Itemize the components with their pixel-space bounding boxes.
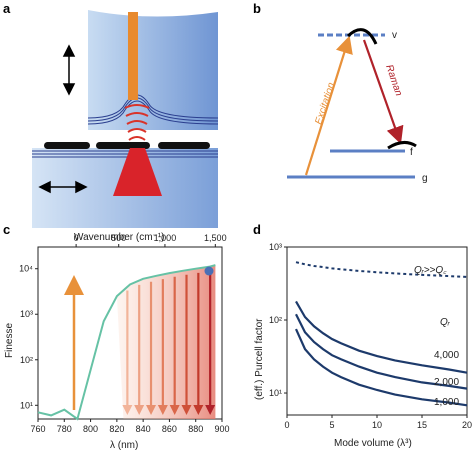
- slab-mirror-lines: [32, 150, 218, 158]
- chart-c-top-ticks: 0 500 1,000 1,500: [74, 233, 227, 247]
- chart-c-x-ticks: 760 780 800 820 840 860 880 900: [30, 419, 230, 434]
- chart-c-marker: [204, 266, 214, 276]
- panel-letter-b: b: [253, 1, 261, 16]
- x-tick-label: 15: [417, 420, 427, 430]
- chart-c-shaded-region: [116, 265, 216, 419]
- raman-arrow-head: [146, 405, 157, 415]
- curve-label-4000: 4,000: [434, 350, 459, 361]
- chart-d-y-ticks: 10¹ 10² 10³: [269, 242, 287, 398]
- vertical-translation-arrow-icon: [62, 44, 76, 96]
- raman-arrow-head: [122, 405, 133, 415]
- raman-arrow-head: [157, 405, 168, 415]
- material-flakes: [44, 142, 210, 149]
- x-tick-label: 860: [162, 424, 177, 434]
- panel-letter-a: a: [3, 1, 11, 16]
- panel-letter-d: d: [253, 222, 261, 237]
- x-tick-label: 10: [372, 420, 382, 430]
- panel-c: c Wavenumber (cm⁻¹) 0 500 1,000 1,500 760 78…: [3, 222, 230, 451]
- panel-d: d 0 5 10 15 20 10¹ 10² 10³ Mode volume (λ³) (e…: [253, 222, 472, 449]
- x-tick-label: 880: [188, 424, 203, 434]
- x-tick-label: 840: [136, 424, 151, 434]
- cavity-mode-pattern: [124, 104, 150, 141]
- chart-d-x-label: Mode volume (λ³): [334, 438, 412, 449]
- curve-q-2000: [295, 313, 468, 390]
- raman-arrow-head: [169, 405, 180, 415]
- x-tick-label: 820: [109, 424, 124, 434]
- curve-label-2000: 2,000: [434, 377, 459, 388]
- top-tick-label: 1,500: [204, 233, 227, 243]
- y-tick-label: 10¹: [269, 388, 282, 398]
- curve-q-4000: [295, 300, 468, 374]
- finesse-curve: [37, 264, 216, 421]
- fiber-mirror-coating: [87, 94, 219, 125]
- y-tick-label: 10¹: [20, 400, 33, 410]
- chart-d-q-label: Qᵣ: [440, 317, 451, 328]
- virtual-mirror-arc: [346, 28, 378, 45]
- x-tick-label: 780: [57, 424, 72, 434]
- panel-a: a: [3, 1, 219, 228]
- x-tick-label: 5: [329, 420, 334, 430]
- horizontal-translation-arrow-icon: [38, 180, 88, 194]
- raman-arrow-head: [134, 405, 145, 415]
- fiber-core: [128, 12, 138, 100]
- chart-d-curves: [294, 261, 468, 407]
- chart-c-top-axis-label: Wavenumber (cm⁻¹): [74, 232, 164, 243]
- fiber-block: [88, 10, 218, 130]
- final-mirror-arc: [387, 141, 417, 150]
- level-g-label: g: [422, 173, 428, 184]
- x-tick-label: 760: [30, 424, 45, 434]
- level-v-label: v: [392, 30, 397, 41]
- curve-label-1000: 1,000: [434, 397, 459, 408]
- chart-c-y-ticks: 10¹ 10² 10³ 10⁴: [19, 264, 38, 410]
- chart-d-x-ticks: 0 5 10 15 20: [284, 415, 472, 430]
- y-tick-label: 10²: [20, 355, 33, 365]
- laser-beam: [113, 148, 162, 196]
- x-tick-label: 20: [462, 420, 472, 430]
- curve-q-limit: [295, 261, 468, 278]
- raman-label: Raman: [383, 63, 404, 97]
- chart-c-raman-arrows: [122, 271, 216, 415]
- y-tick-label: 10⁴: [19, 264, 33, 274]
- level-f-label: f: [410, 147, 413, 158]
- chart-d-y-label: (eff.) Purcell factor: [254, 318, 265, 400]
- top-tick-label: 1,000: [154, 233, 177, 243]
- excitation-label: Excitation: [313, 81, 337, 126]
- top-tick-label: 500: [111, 233, 126, 243]
- raman-arrow-head: [181, 405, 192, 415]
- raman-arrow: [362, 39, 404, 145]
- raman-arrow-head: [193, 405, 204, 415]
- y-tick-label: 10²: [269, 315, 282, 325]
- x-tick-label: 900: [214, 424, 229, 434]
- excitation-arrow: [304, 35, 353, 176]
- y-tick-label: 10³: [269, 242, 282, 252]
- curve-q-1000: [294, 328, 468, 407]
- top-tick-label: 0: [74, 233, 79, 243]
- panel-letter-c: c: [3, 222, 10, 237]
- chart-d-annotation: Qᵣ>>Q꜀: [414, 265, 447, 276]
- x-tick-label: 800: [83, 424, 98, 434]
- raman-arrow-head: [205, 405, 216, 415]
- x-tick-label: 0: [284, 420, 289, 430]
- y-tick-label: 10³: [20, 309, 33, 319]
- chart-c-y-label: Finesse: [4, 323, 15, 358]
- chart-c-x-label: λ (nm): [110, 440, 138, 451]
- panel-b: b v f g Excitation Raman: [253, 1, 428, 184]
